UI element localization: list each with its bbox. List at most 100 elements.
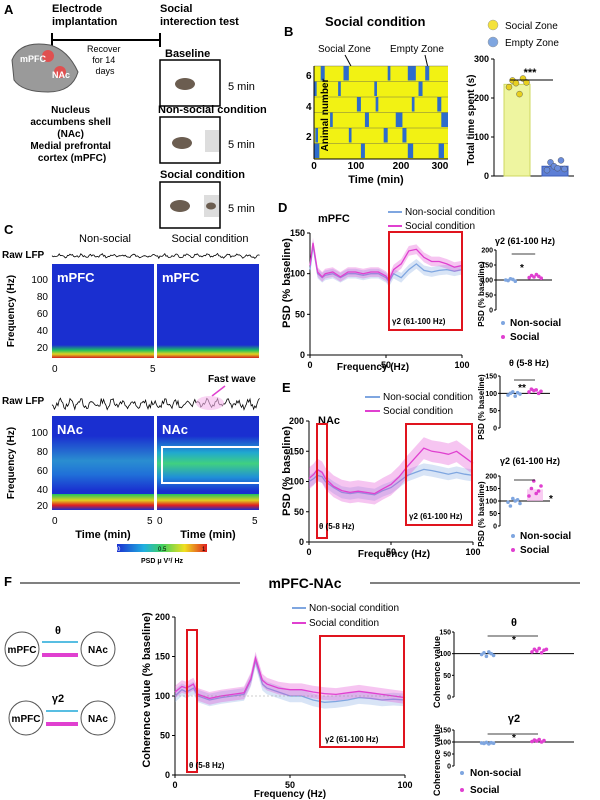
coherence-chart: 200 150 100 50 00 50 100 xyxy=(155,612,413,790)
panel-a: A Electrode implantation Social interect… xyxy=(4,2,267,229)
coherence-ylabel: Coherence value (% baseline) xyxy=(141,612,153,768)
brain-mpfc-label: mPFC xyxy=(20,54,47,64)
spectrogram-label-nac: NAc xyxy=(57,422,83,437)
mouse-icon xyxy=(175,78,195,90)
fast-wave-label: Fast wave xyxy=(208,374,256,385)
inset-theta-significance: ** xyxy=(518,383,526,394)
data-point xyxy=(534,491,538,496)
empty-zone-block xyxy=(320,66,325,81)
data-point xyxy=(513,279,518,284)
y-tick-label: 0 xyxy=(165,770,170,780)
y-tick-label: 50 xyxy=(294,507,304,517)
social-test-line: interection test xyxy=(160,16,239,28)
spectrogram-label-mpfc: mPFC xyxy=(57,270,95,285)
data-point xyxy=(527,390,531,394)
spectrogram-mpfc-nonsocial xyxy=(52,264,154,358)
spectrogram-label-mpfc: mPFC xyxy=(162,270,200,285)
psd-inset-theta: 150 100 50 0 xyxy=(485,374,550,433)
data-point xyxy=(534,388,538,392)
series-line xyxy=(308,447,474,495)
social-test-label: Social interection test xyxy=(160,3,239,28)
raster-xtick: 200 xyxy=(393,161,410,172)
y-tick-label: 50 xyxy=(443,673,451,680)
time-spent-bar-chart: 0 100 200 300 xyxy=(474,54,574,181)
mouse-icon xyxy=(170,200,190,212)
raster-ytick: 6 xyxy=(306,71,312,82)
psd-xlabel: Frequency (Hz) xyxy=(337,362,409,373)
data-point xyxy=(539,651,544,655)
inset-legend-marker xyxy=(511,534,515,538)
baseline-label: Baseline xyxy=(165,48,210,60)
panel-c-letter: C xyxy=(4,222,14,237)
empty-zone-block xyxy=(360,143,365,158)
series-error-band xyxy=(310,237,462,286)
inset-gamma-significance: * xyxy=(549,494,553,505)
theta-box xyxy=(186,629,198,773)
mpfc-dot xyxy=(42,50,54,62)
fast-wave-highlight xyxy=(196,396,224,410)
inset-ylabel: Coherence value xyxy=(432,724,442,796)
nac-node xyxy=(80,631,116,667)
inset-gamma-title: γ2 (61-100 Hz) xyxy=(500,456,560,466)
empty-zone-block xyxy=(315,128,319,143)
y-tick-label: 0 xyxy=(447,764,451,771)
xtick: 5 xyxy=(252,516,258,527)
theta-box xyxy=(316,423,328,539)
psd-ylabel: PSD (% baseline) xyxy=(281,426,293,516)
empty-zone-block xyxy=(402,128,407,143)
inset-title: γ2 (61-100 Hz) xyxy=(495,236,555,246)
y-tick-label: 100 xyxy=(155,691,170,701)
raster-xlabel: Time (min) xyxy=(348,174,404,186)
legend-nonsocial-label: Non-social condition xyxy=(309,603,399,614)
x-tick-label: 0 xyxy=(306,547,311,557)
spectrogram-mpfc-social xyxy=(157,264,259,358)
y-tick-label: 50 xyxy=(485,293,493,300)
psd-inset-mpfc: 200 150 100 50 0 xyxy=(481,248,552,315)
bar-ylabel: Total time spent (s) xyxy=(466,75,477,166)
social-zone-annotation: Social Zone xyxy=(318,44,371,55)
inset-legend-marker xyxy=(501,321,505,325)
data-point xyxy=(515,497,520,502)
y-tick-label: 200 xyxy=(155,612,170,622)
social-header: Social condition xyxy=(171,233,248,245)
data-point xyxy=(518,501,522,506)
panel-d: D Non-social condition Social condition … xyxy=(278,200,561,373)
y-tick-label: 200 xyxy=(485,474,497,481)
regions-line: Nucleus xyxy=(51,105,90,116)
gamma-highlight-box xyxy=(161,446,267,484)
data-point xyxy=(544,647,549,652)
inset-legend-nonsocial: Non-social xyxy=(520,531,571,542)
data-point xyxy=(537,737,541,742)
y-tick-label: 0 xyxy=(493,426,497,433)
mean-bar xyxy=(527,489,543,501)
y-tick-label: 150 xyxy=(289,446,304,456)
psd-chart-nac: 200 150 100 50 00 50 100 xyxy=(289,416,481,557)
empty-zone-block xyxy=(418,81,423,96)
zone-raster xyxy=(313,65,448,160)
raster-ytick: 2 xyxy=(306,132,312,143)
y-tick-label: 50 xyxy=(295,309,305,319)
panel-f-title: mPFC-NAc xyxy=(268,575,341,591)
panel-e: E Non-social condition Social condition … xyxy=(281,358,571,560)
y-tick-label: 150 xyxy=(439,728,451,735)
data-point xyxy=(523,79,530,86)
y-tick-label: 150 xyxy=(485,374,497,381)
xtick: 5 xyxy=(150,364,156,375)
psd-inset-gamma: 200 150 100 50 0 xyxy=(485,474,550,531)
empty-zone-block xyxy=(438,143,444,158)
legend-social-label: Social condition xyxy=(383,406,453,417)
colorbar-tick: 0 xyxy=(117,547,121,553)
y-tick-label: 100 xyxy=(474,132,489,142)
data-point xyxy=(536,489,541,493)
data-point xyxy=(482,651,486,655)
colorbar-tick: 1 xyxy=(202,547,206,553)
x-tick-label: 50 xyxy=(285,780,295,790)
data-point xyxy=(539,276,543,281)
bar-significance: *** xyxy=(524,67,538,79)
y-tick-label: 200 xyxy=(474,93,489,103)
y-tick-label: 300 xyxy=(474,54,489,64)
empty-zone-block xyxy=(356,97,361,112)
ytick: 20 xyxy=(37,501,49,512)
x-tick-label: 50 xyxy=(386,547,396,557)
y-tick-label: 150 xyxy=(485,486,497,493)
